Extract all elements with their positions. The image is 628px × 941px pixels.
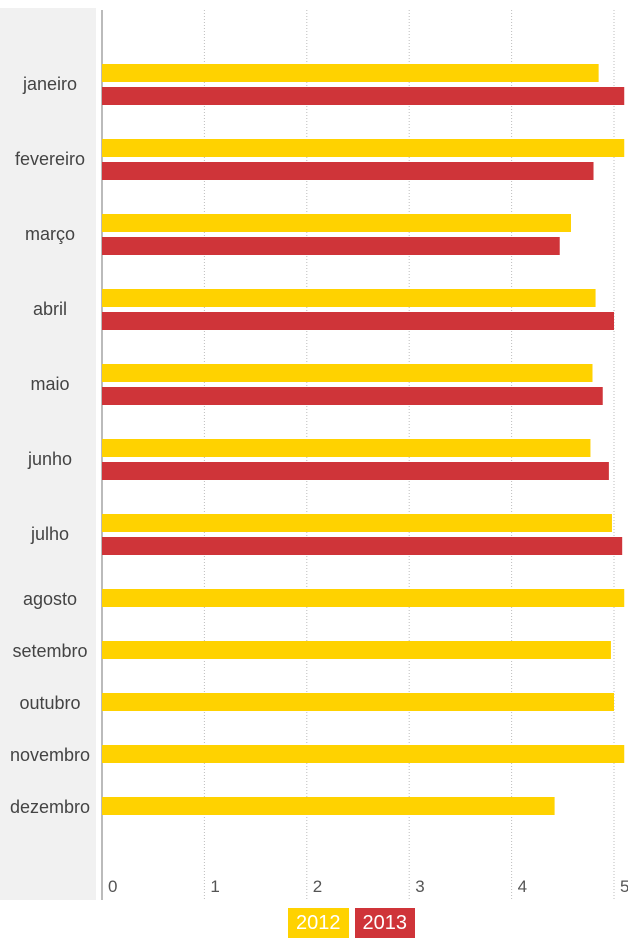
bar-2012 [102, 214, 571, 232]
bar-2013 [102, 387, 603, 405]
bar-2012 [102, 364, 593, 382]
bar-2012 [102, 64, 599, 82]
bar-2012 [102, 797, 555, 815]
category-label: outubro [19, 693, 80, 713]
bar-2012 [102, 514, 612, 532]
bar-2013 [102, 537, 623, 555]
bar-2012 [102, 641, 611, 659]
legend-item-2012: 2012 [288, 908, 349, 938]
bar-2013 [102, 237, 560, 255]
category-label: setembro [12, 641, 87, 661]
category-label: janeiro [22, 74, 77, 94]
bar-2012 [102, 589, 625, 607]
x-tick-label: 5 [620, 877, 628, 896]
category-label: dezembro [10, 797, 90, 817]
category-label: junho [27, 449, 72, 469]
bar-2013 [102, 312, 614, 330]
bar-2012 [102, 745, 625, 763]
bars [102, 64, 625, 815]
bar-2012 [102, 693, 614, 711]
bar-2013 [102, 162, 594, 180]
bar-2012 [102, 439, 591, 457]
tick-labels: 0 1 2 3 4 5 [108, 877, 628, 896]
category-label: fevereiro [15, 149, 85, 169]
bar-2013 [102, 462, 609, 480]
bar-2012 [102, 139, 625, 157]
x-tick-label: 1 [210, 877, 219, 896]
bar-2013 [102, 87, 625, 105]
x-tick-label: 0 [108, 877, 117, 896]
category-label: julho [30, 524, 69, 544]
category-label: março [25, 224, 75, 244]
legend-item-2013: 2013 [354, 908, 415, 938]
legend: 2012 2013 [288, 908, 415, 938]
category-labels: janeiro fevereiro março abril maio junho julho… [10, 74, 90, 817]
category-label: agosto [23, 589, 77, 609]
x-tick-label: 4 [518, 877, 527, 896]
x-tick-label: 2 [313, 877, 322, 896]
category-label: novembro [10, 745, 90, 765]
bar-2012 [102, 289, 596, 307]
x-tick-label: 3 [415, 877, 424, 896]
category-label: maio [30, 374, 69, 394]
label-column-background [0, 8, 96, 900]
category-label: abril [33, 299, 67, 319]
